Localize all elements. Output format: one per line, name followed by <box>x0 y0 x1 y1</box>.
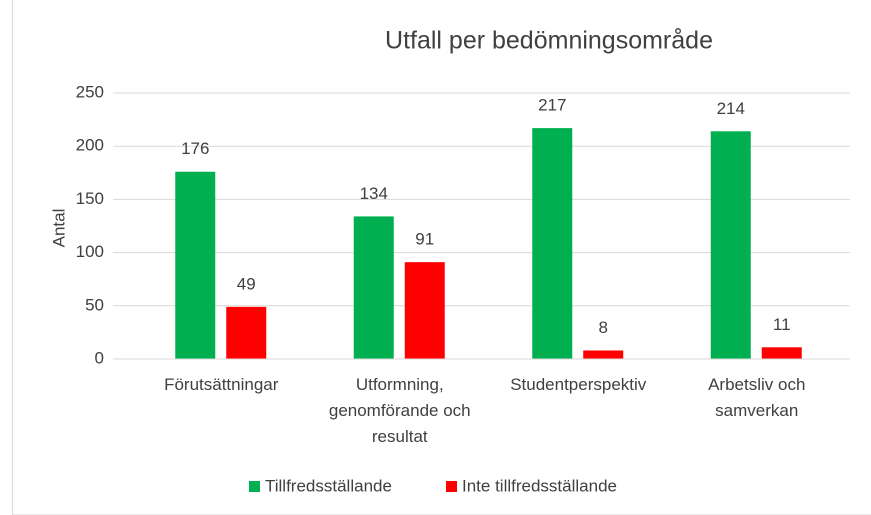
y-axis-label: Antal <box>49 209 68 248</box>
y-tick-label: 200 <box>76 136 104 155</box>
y-tick-label: 0 <box>95 348 104 367</box>
y-tick-label: 150 <box>76 189 104 208</box>
x-tick-label: Arbetsliv och samverkan <box>708 375 805 420</box>
data-label: 8 <box>599 318 608 337</box>
data-label: 91 <box>415 230 434 249</box>
legend-swatch <box>249 481 260 492</box>
x-tick-label: Utformning, genomförande och resultat <box>329 375 471 446</box>
y-tick-label: 50 <box>85 295 104 314</box>
bar <box>710 131 751 359</box>
data-label: 214 <box>717 99 745 118</box>
bar <box>226 306 267 359</box>
legend-swatch <box>446 481 457 492</box>
data-label: 217 <box>538 96 566 115</box>
x-tick-label: Studentperspektiv <box>510 375 647 394</box>
data-label: 11 <box>773 315 791 334</box>
y-tick-label: 100 <box>76 242 104 261</box>
data-label: 49 <box>237 274 256 293</box>
y-tick-label: 250 <box>76 82 104 101</box>
bar <box>761 347 802 359</box>
legend-label: Inte tillfredsställande <box>462 476 617 495</box>
legend-label: Tillfredsställande <box>265 476 392 495</box>
bar <box>353 216 394 359</box>
bar <box>404 262 445 359</box>
x-tick-label: Förutsättningar <box>164 375 279 394</box>
data-label: 134 <box>360 184 388 203</box>
data-label: 176 <box>181 139 209 158</box>
bar <box>532 128 573 359</box>
chart-title: Utfall per bedömningsområde <box>385 27 713 55</box>
bar <box>175 171 216 359</box>
bar <box>583 350 624 359</box>
